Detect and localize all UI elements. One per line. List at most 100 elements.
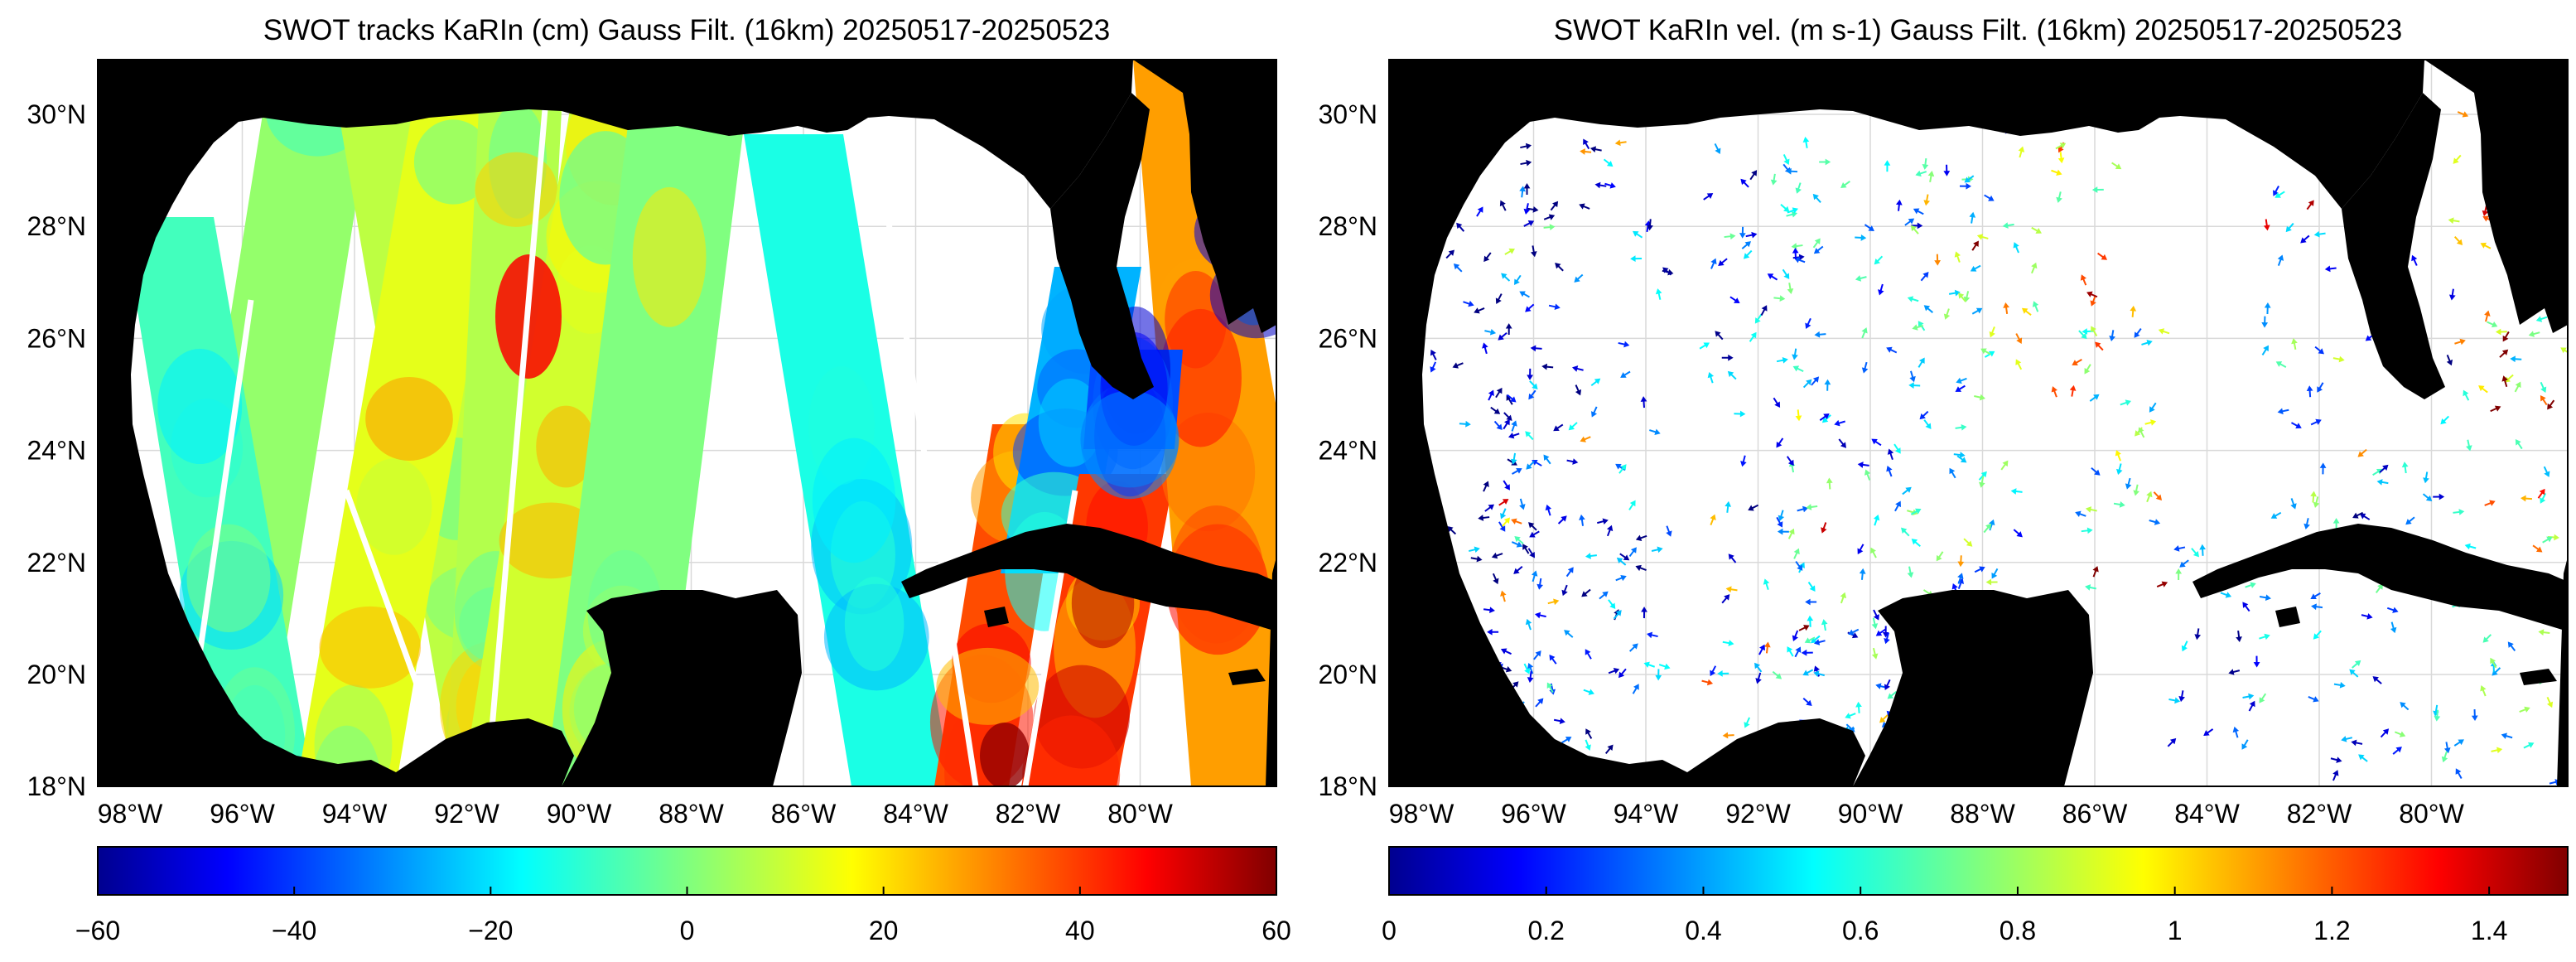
lon-tick-label: 96°W — [1501, 799, 1566, 829]
lon-tick-label: 82°W — [996, 799, 1061, 829]
velocity-arrow — [2379, 464, 2389, 473]
velocity-arrow — [2311, 603, 2323, 611]
velocity-arrow — [2361, 613, 2373, 620]
velocity-arrow — [2441, 751, 2448, 763]
velocity-arrow — [1507, 433, 1520, 439]
velocity-arrow — [1470, 555, 1483, 563]
velocity-arrow — [1980, 348, 1991, 355]
velocity-arrow — [1618, 668, 1627, 679]
velocity-arrow — [1579, 203, 1590, 210]
velocity-arrow — [2031, 226, 2042, 234]
velocity-arrow — [1807, 615, 1814, 627]
velocity-arrow — [2056, 191, 2062, 203]
velocity-arrow — [1778, 510, 1785, 521]
velocity-arrow — [2482, 634, 2492, 643]
velocity-arrow — [2401, 462, 2409, 474]
velocity-arrow — [2000, 460, 2009, 471]
velocity-arrow — [1728, 554, 1737, 563]
velocity-arrow — [2433, 493, 2445, 500]
velocity-arrow — [1533, 650, 1541, 660]
velocity-arrow — [1748, 504, 1759, 511]
velocity-arrow — [2091, 326, 2098, 337]
velocity-arrow — [2080, 274, 2087, 286]
velocity-arrow — [1755, 672, 1762, 684]
velocity-arrow — [1635, 564, 1647, 572]
velocity-arrow — [1628, 643, 1638, 652]
velocity-arrow — [1545, 504, 1552, 516]
velocity-arrow — [1894, 500, 1901, 512]
velocity-arrow — [1583, 689, 1594, 695]
velocity-arrow — [1500, 648, 1512, 655]
velocity-arrow — [1886, 346, 1898, 354]
velocity-arrow — [2259, 594, 2271, 602]
swath-anomaly — [1080, 390, 1179, 488]
velocity-arrow — [2091, 186, 2104, 193]
velocity-arrow — [2261, 316, 2269, 328]
velocity-arrow — [2310, 418, 2322, 426]
velocity-arrow — [2538, 629, 2550, 636]
velocity-arrow — [1574, 273, 1584, 283]
velocity-arrow — [1553, 423, 1564, 432]
lon-tick-label: 80°W — [2399, 799, 2464, 829]
velocity-arrow — [1934, 254, 1941, 266]
velocity-arrow — [2264, 302, 2271, 315]
velocity-arrow — [2259, 633, 2270, 641]
velocity-arrow — [1792, 247, 1799, 259]
velocity-arrow — [1763, 578, 1770, 590]
velocity-arrow — [1492, 573, 1499, 585]
velocity-arrow — [1550, 201, 1559, 211]
colorbar-tick-label: −40 — [272, 916, 316, 945]
velocity-arrow — [2440, 415, 2449, 425]
velocity-arrow — [1884, 160, 1891, 172]
velocity-arrow — [2352, 511, 2364, 519]
velocity-arrow — [1763, 641, 1771, 654]
velocity-arrow — [1512, 467, 1522, 475]
velocity-arrow — [1812, 193, 1821, 203]
velocity-arrow — [1782, 154, 1790, 166]
velocity-arrow — [1615, 574, 1627, 582]
lat-tick-label: 30°N — [27, 99, 87, 129]
velocity-arrow — [2125, 477, 2132, 490]
velocity-arrow — [1543, 454, 1551, 465]
velocity-arrow — [1919, 410, 1929, 420]
velocity-arrow — [2358, 754, 2368, 762]
velocity-arrow — [1826, 477, 1833, 490]
velocity-arrow — [1802, 136, 1810, 148]
velocity-arrow — [2319, 462, 2327, 475]
lon-tick-label: 94°W — [1614, 799, 1679, 829]
velocity-arrow — [1949, 467, 1956, 479]
velocity-arrow — [1641, 607, 1647, 619]
velocity-arrow — [2097, 252, 2108, 260]
velocity-arrow — [1715, 331, 1724, 341]
velocity-arrow — [2179, 559, 2189, 568]
velocity-arrow — [1792, 630, 1799, 641]
velocity-arrow — [2178, 690, 2185, 703]
velocity-arrow — [1734, 410, 1746, 418]
velocity-arrow — [1525, 618, 1532, 631]
velocity-arrow — [1813, 670, 1826, 677]
velocity-arrow — [1861, 327, 1868, 339]
lat-tick-label: 24°N — [1319, 436, 1378, 466]
panel-vel-lon-ticks: 98°W 96°W 94°W 92°W 90°W 88°W 86°W 84°W 82°W 80°W — [1389, 799, 2465, 829]
velocity-arrow — [1528, 389, 1536, 400]
velocity-arrow — [1476, 206, 1483, 217]
velocity-arrow — [1923, 194, 1931, 206]
velocity-arrow — [2149, 519, 2161, 525]
velocity-arrow — [2495, 328, 2507, 336]
velocity-arrow — [1882, 626, 1889, 638]
velocity-arrow — [2453, 509, 2465, 515]
velocity-arrow — [1616, 557, 1627, 566]
velocity-arrow — [1760, 305, 1768, 317]
velocity-arrow — [1615, 463, 1626, 471]
velocity-arrow — [2015, 333, 2023, 344]
velocity-arrow — [2199, 544, 2206, 556]
velocity-arrow — [2535, 316, 2548, 322]
velocity-arrow — [2499, 349, 2509, 358]
velocity-arrow — [1787, 528, 1795, 539]
velocity-arrow — [2241, 739, 2249, 750]
velocity-arrow — [2457, 111, 2469, 118]
velocity-arrow — [2275, 361, 2287, 369]
velocity-arrow — [1608, 599, 1616, 609]
velocity-arrow — [1902, 486, 1912, 496]
velocity-arrow — [1740, 455, 1747, 467]
